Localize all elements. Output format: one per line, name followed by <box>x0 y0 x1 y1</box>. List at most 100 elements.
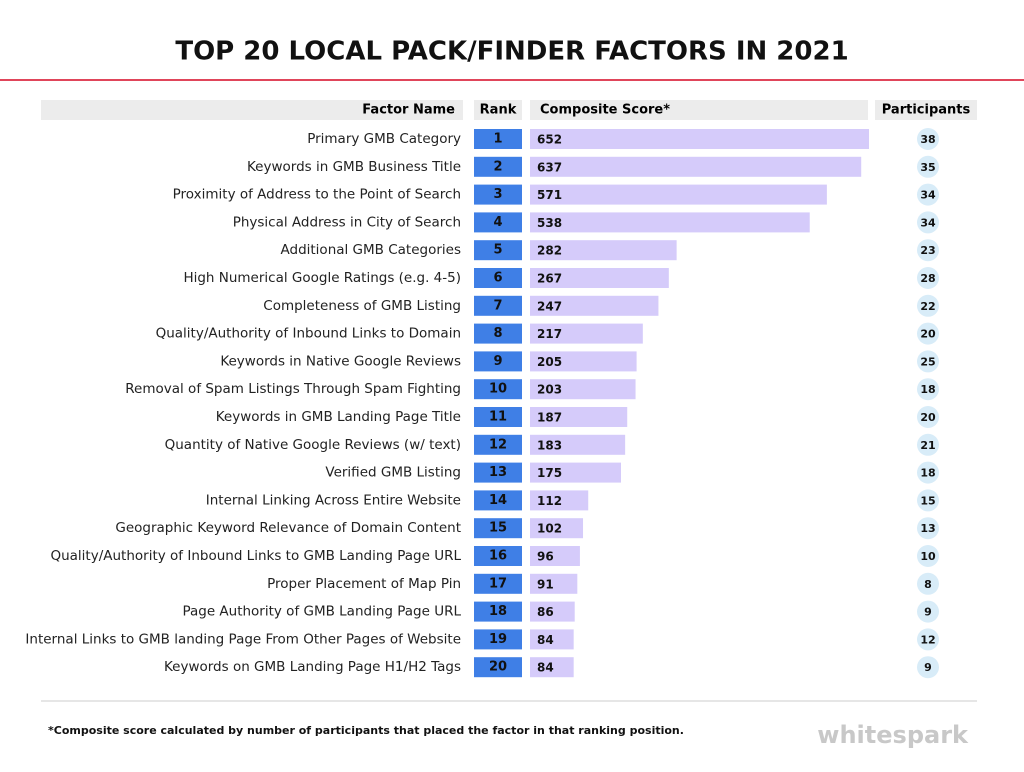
participants: 34 <box>920 216 936 229</box>
header: Participants <box>882 103 971 118</box>
bar <box>530 657 574 678</box>
bar <box>530 573 578 594</box>
participants: 38 <box>920 133 935 146</box>
score-label: 282 <box>537 244 562 258</box>
score-label: 84 <box>537 633 554 647</box>
participant-badge <box>917 128 939 150</box>
participant-badge <box>917 461 939 484</box>
rank-box <box>474 407 522 427</box>
rank-box <box>474 490 522 511</box>
rank-box <box>474 518 522 539</box>
participant-badge <box>917 433 939 456</box>
participant-badge <box>917 211 939 234</box>
participants: 9 <box>924 661 932 674</box>
bar <box>530 434 626 455</box>
rank: 7 <box>493 298 502 313</box>
participant-badge <box>917 489 939 512</box>
factor-name: Keywords on GMB Landing Page H1/H2 Tags <box>164 659 461 675</box>
score-label: 538 <box>537 216 562 230</box>
rank-box <box>474 156 522 177</box>
rank: 6 <box>493 271 502 286</box>
score-label: 112 <box>537 494 562 508</box>
factor-name: Completeness of GMB Listing <box>263 298 461 314</box>
score-label: 217 <box>537 327 562 341</box>
participants: 20 <box>920 411 936 424</box>
participants: 10 <box>920 550 936 563</box>
factor-name: Primary GMB Category <box>307 131 461 147</box>
score-label: 86 <box>537 605 554 619</box>
participant-badge <box>917 406 939 428</box>
bar <box>530 129 869 149</box>
participant-badge <box>917 239 939 262</box>
bar <box>530 351 637 372</box>
score-label: 96 <box>537 550 554 564</box>
participant-badge <box>917 267 939 289</box>
participant-badge <box>917 572 939 595</box>
rank-box <box>474 268 522 288</box>
bar <box>530 462 621 483</box>
rank-box <box>474 462 522 483</box>
participant-badge <box>917 378 939 401</box>
title-rule <box>0 79 1024 81</box>
factor-name: High Numerical Google Ratings (e.g. 4-5) <box>183 270 461 286</box>
factor-name: Additional GMB Categories <box>281 242 462 258</box>
participants: 12 <box>920 633 935 646</box>
participant-badge <box>917 294 939 317</box>
score-label: 203 <box>537 383 562 397</box>
participant-badge <box>917 183 939 206</box>
participant-badge <box>917 656 939 679</box>
rank: 3 <box>493 187 502 202</box>
factor-name: Quantity of Native Google Reviews (w/ te… <box>165 437 461 453</box>
rank-box <box>474 184 522 205</box>
factor-name: Internal Links to GMB landing Page From … <box>25 631 461 647</box>
score-label: 102 <box>537 522 562 536</box>
header-bg <box>875 100 977 120</box>
rank-box <box>474 629 522 650</box>
participants: 20 <box>920 328 936 341</box>
participants: 9 <box>924 606 932 619</box>
bar <box>530 295 659 316</box>
score-label: 183 <box>537 438 562 452</box>
score-label: 652 <box>537 133 562 147</box>
factor-name: Quality/Authority of Inbound Links to GM… <box>50 548 461 564</box>
rank: 20 <box>489 660 507 675</box>
participants: 21 <box>920 439 935 452</box>
rank: 5 <box>493 243 502 258</box>
participant-badge <box>917 545 939 567</box>
rank-box <box>474 323 522 344</box>
factor-name: Page Authority of GMB Landing Page URL <box>182 604 461 620</box>
participants: 18 <box>920 383 935 396</box>
rank-box <box>474 573 522 594</box>
participant-badge <box>917 322 939 345</box>
factor-name: Proper Placement of Map Pin <box>267 576 461 592</box>
rank: 13 <box>489 465 507 480</box>
participants: 34 <box>920 189 936 202</box>
factor-name: Verified GMB Listing <box>325 465 461 481</box>
rank: 17 <box>489 576 507 591</box>
score-label: 91 <box>537 577 554 591</box>
participants: 35 <box>920 161 935 174</box>
participants: 25 <box>920 355 935 368</box>
bar <box>530 156 862 177</box>
rank: 1 <box>493 132 502 147</box>
rank: 15 <box>489 521 507 536</box>
bar <box>530 268 669 288</box>
factor-name: Keywords in GMB Landing Page Title <box>216 409 461 425</box>
score-label: 267 <box>537 272 562 286</box>
participants: 23 <box>920 244 935 257</box>
participants: 8 <box>924 578 932 591</box>
participant-badge <box>917 600 939 623</box>
bar <box>530 490 589 511</box>
header-bg <box>530 100 868 120</box>
score-label: 84 <box>537 661 554 675</box>
rank: 12 <box>489 437 507 452</box>
rank: 11 <box>489 410 507 425</box>
participant-badge <box>917 517 939 540</box>
rank-box <box>474 212 522 233</box>
bar <box>530 546 580 566</box>
header-bg <box>474 100 522 120</box>
rank-box <box>474 379 522 400</box>
header: Composite Score* <box>540 103 670 118</box>
brand: whitespark <box>817 721 969 749</box>
bar <box>530 629 574 650</box>
